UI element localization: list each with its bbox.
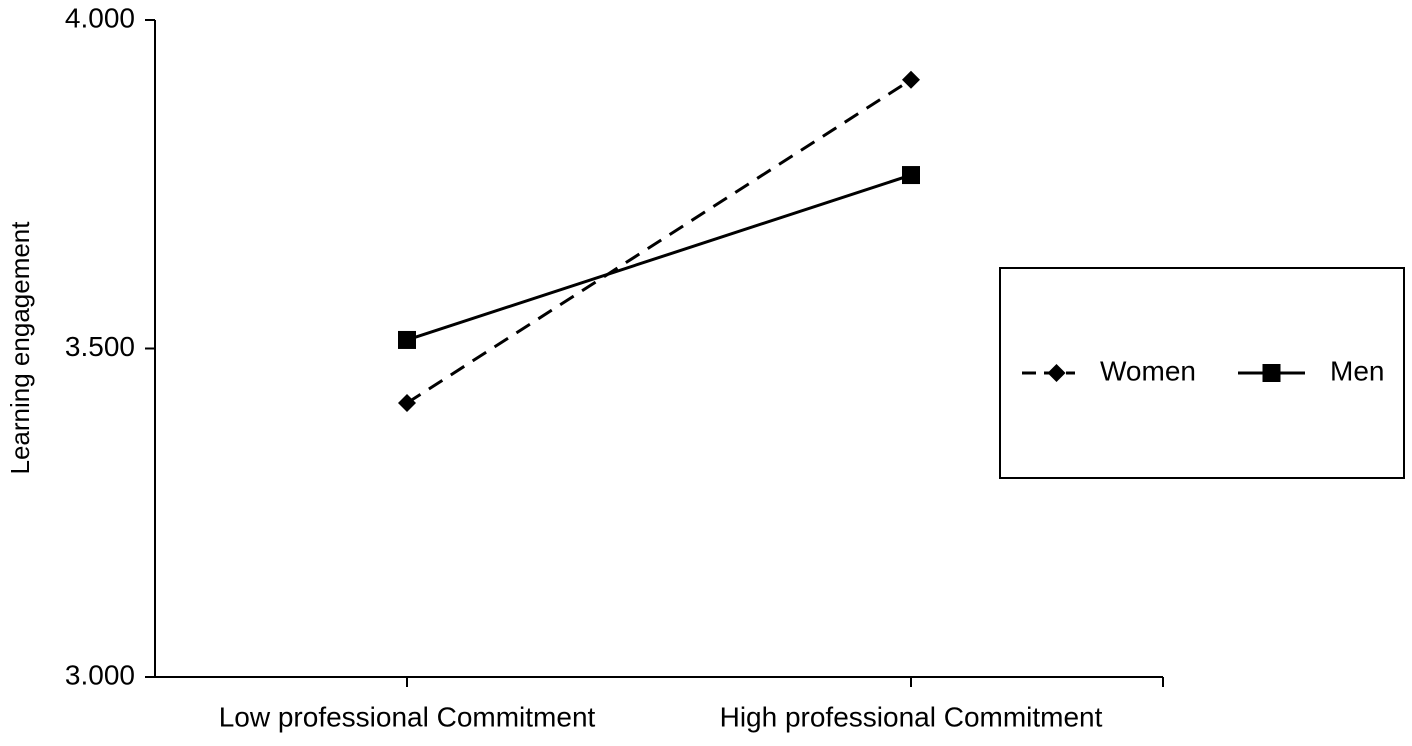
legend-label: Women [1100, 355, 1196, 386]
marker [902, 70, 920, 89]
y-tick-label: 3.000 [65, 659, 135, 690]
marker [902, 166, 920, 185]
marker [1262, 364, 1281, 382]
y-tick-label: 3.500 [65, 331, 135, 362]
marker [398, 330, 416, 349]
series-line [406, 78, 912, 405]
x-tick-label: Low professional Commitment [219, 701, 596, 732]
x-tick-label: High professional Commitment [720, 701, 1103, 732]
y-tick-label: 4.000 [65, 2, 135, 33]
marker [398, 394, 416, 413]
legend-box [999, 267, 1405, 479]
y-axis-label: Learning engagement [5, 221, 35, 475]
legend-label: Men [1330, 355, 1384, 386]
marker [1047, 364, 1066, 382]
series-line [406, 173, 912, 342]
